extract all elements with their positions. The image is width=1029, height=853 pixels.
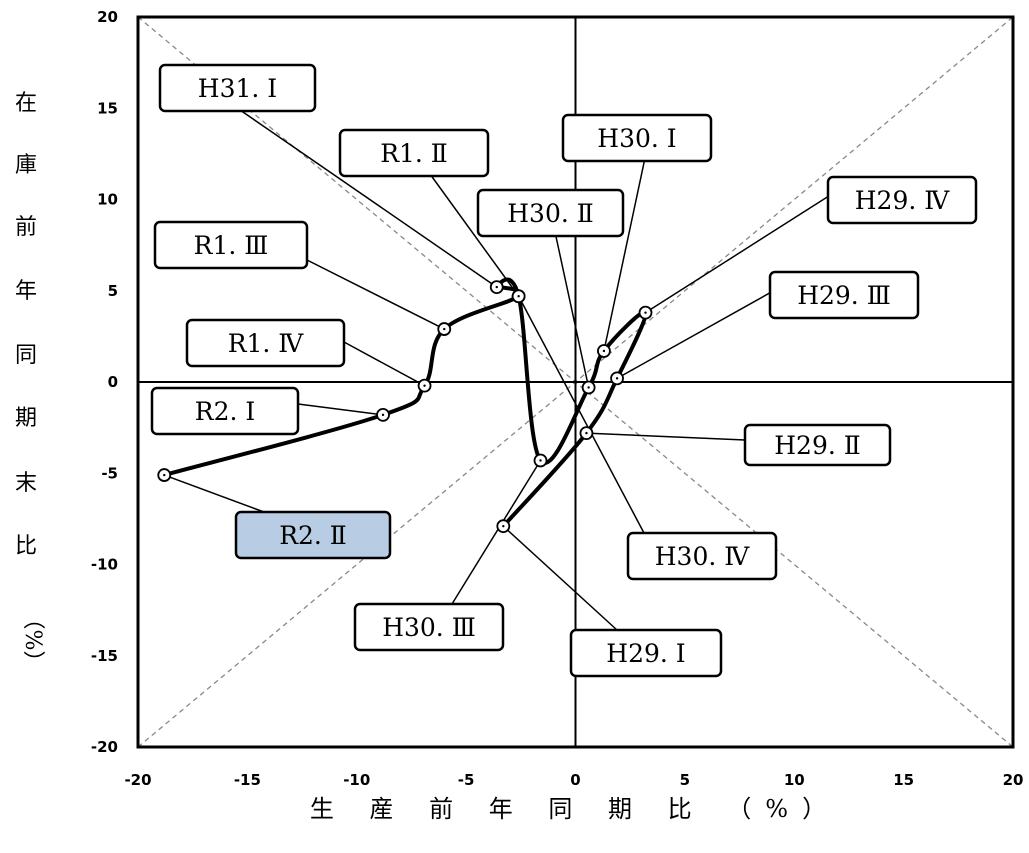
point-label-box — [569, 628, 723, 678]
x-tick-label: -5 — [458, 771, 475, 789]
point-label-box — [626, 531, 778, 581]
point-label-box — [338, 128, 490, 178]
point-label-box — [768, 270, 920, 320]
point-label-box — [150, 386, 300, 436]
y-axis-title-char: 末 — [15, 471, 37, 496]
point-label: R1. Ⅳ — [185, 318, 346, 368]
leader-line — [297, 403, 384, 416]
point-label: R2. Ⅱ — [234, 510, 392, 560]
point-label-box — [826, 175, 978, 225]
y-axis-title-char: 同 — [15, 343, 37, 368]
point-label-text: R2. Ⅱ — [279, 521, 347, 550]
data-point-center — [381, 413, 385, 417]
point-label: R2. Ⅰ — [150, 386, 300, 436]
data-point-center — [163, 473, 166, 477]
leader-line — [517, 295, 645, 534]
y-tick-label: 0 — [108, 373, 118, 391]
point-label: H29. Ⅳ — [826, 175, 978, 225]
y-axis-title-char: （%） — [20, 608, 45, 673]
y-tick-label: -10 — [91, 556, 118, 574]
data-point-center — [502, 524, 505, 528]
y-tick-label: -5 — [101, 464, 118, 482]
y-axis-title-char: 期 — [15, 406, 37, 431]
leader-line — [586, 432, 746, 441]
point-label: H30. Ⅱ — [476, 188, 625, 238]
y-axis-title-char: 比 — [15, 534, 37, 559]
leader-line — [451, 460, 542, 605]
point-label: H30. Ⅲ — [353, 602, 505, 652]
data-point-center — [602, 349, 606, 353]
data-point-center — [587, 386, 590, 389]
data-point-center — [423, 384, 426, 387]
data-point-center — [585, 431, 588, 435]
y-axis-title-char: 在 — [15, 91, 37, 116]
point-label-box — [476, 188, 625, 238]
point-label-box — [153, 220, 309, 270]
point-label-text: H29. Ⅰ — [606, 639, 685, 668]
point-label: H29. Ⅱ — [743, 423, 892, 467]
point-label-text: H30. Ⅳ — [655, 542, 751, 571]
leader-line — [306, 259, 445, 330]
point-label-text: H30. Ⅲ — [382, 613, 476, 642]
leader-line — [343, 341, 425, 387]
x-tick-label: 10 — [784, 771, 805, 789]
data-point-center — [539, 459, 542, 462]
leader-line — [502, 525, 618, 631]
point-label: R1. Ⅱ — [338, 128, 490, 178]
y-tick-label: 15 — [97, 99, 118, 117]
y-axis-title-char: 前 — [15, 215, 37, 240]
leader-line — [163, 474, 265, 513]
point-label-box — [561, 113, 713, 163]
leader-line — [554, 231, 590, 388]
point-label: H31. Ⅰ — [158, 63, 317, 113]
point-label-text: R1. Ⅲ — [194, 231, 269, 260]
point-label-box — [234, 510, 392, 560]
data-point-center — [615, 377, 619, 380]
point-label-box — [743, 423, 892, 467]
point-label: H30. Ⅳ — [626, 531, 778, 581]
y-tick-label: 20 — [97, 8, 118, 26]
x-tick-label: 0 — [570, 771, 580, 789]
data-point-center — [517, 295, 520, 298]
x-tick-label: -10 — [343, 771, 370, 789]
data-point-center — [644, 311, 647, 314]
point-label-text: H31. Ⅰ — [198, 74, 277, 103]
point-label-text: H29. Ⅲ — [797, 281, 891, 310]
point-label-box — [353, 602, 505, 652]
point-label-text: R1. Ⅱ — [380, 139, 448, 168]
leader-line — [645, 193, 833, 314]
y-tick-label: 10 — [97, 191, 118, 209]
y-axis-title-char: 庫 — [15, 153, 37, 178]
x-tick-label: -20 — [124, 771, 151, 789]
leader-line — [239, 109, 498, 288]
x-axis-title: 生 産 前 年 同 期 比 （%） — [310, 795, 840, 823]
x-tick-label: 5 — [680, 771, 690, 789]
point-label: R1. Ⅲ — [153, 220, 309, 270]
point-label: H30. Ⅰ — [561, 113, 713, 163]
point-label-text: H29. Ⅱ — [774, 431, 861, 460]
x-tick-label: 15 — [893, 771, 914, 789]
leader-line — [429, 173, 520, 297]
leader-line — [603, 157, 646, 352]
y-tick-label: -15 — [91, 647, 118, 665]
leader-line — [616, 289, 776, 380]
point-label-text: R1. Ⅳ — [228, 329, 305, 358]
data-point-center — [495, 285, 498, 289]
point-label-box — [158, 63, 317, 113]
point-label-text: H29. Ⅳ — [855, 186, 951, 215]
point-label-box — [185, 318, 346, 368]
point-label-text: H30. Ⅱ — [507, 199, 594, 228]
y-axis-title-char: 年 — [15, 279, 37, 304]
point-label: H29. Ⅲ — [768, 270, 920, 320]
y-tick-label: 5 — [108, 282, 118, 300]
data-point-center — [443, 327, 446, 331]
point-label-text: H30. Ⅰ — [597, 124, 676, 153]
plot-frame — [136, 15, 1015, 749]
y-tick-label: -20 — [91, 738, 118, 756]
point-label: H29. Ⅰ — [569, 628, 723, 678]
x-tick-label: -15 — [234, 771, 261, 789]
point-label-text: R2. Ⅰ — [195, 397, 256, 426]
x-tick-label: 20 — [1003, 771, 1024, 789]
